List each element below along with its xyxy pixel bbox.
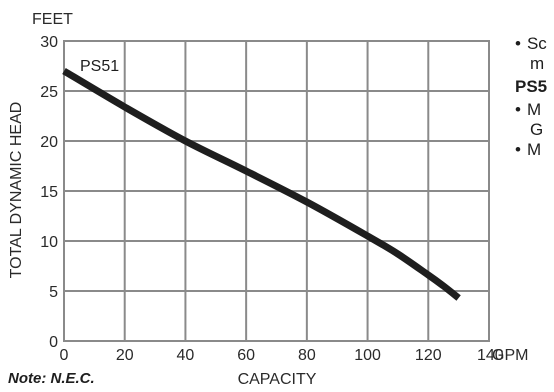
y-tick-label: 0 [49,334,58,351]
x-tick-label: 120 [415,347,442,364]
side-bullet-3: • M [515,140,541,160]
x-axis-unit: GPM [492,347,528,364]
y-tick-label: 25 [40,84,58,101]
x-tick-label: 0 [60,347,69,364]
y-tick-label: 10 [40,234,58,251]
side-text-5: G [530,120,544,139]
note-text: Note: N.E.C. [8,370,95,387]
y-axis-ticks: 0 5 10 15 20 25 30 [40,34,58,351]
x-tick-label: 140 [477,347,504,364]
side-bullet-2: • M [515,100,541,120]
bullet-glyph: • [515,140,521,159]
chart-grid [63,40,490,342]
y-axis-unit: FEET [32,11,73,28]
side-text-1: Sc [526,34,547,53]
side-text-6: M [526,140,542,159]
bullet-glyph: • [515,100,521,119]
x-axis-ticks: 0 20 40 60 80 100 120 140 [60,347,504,364]
side-heading: PS5 [515,77,548,96]
x-tick-label: 100 [354,347,381,364]
y-tick-label: 5 [49,284,58,301]
side-text-2: m [530,54,545,73]
x-tick-label: 40 [177,347,195,364]
y-tick-label: 20 [40,134,58,151]
side-bullet-1: • Sc [515,34,547,54]
y-tick-label: 30 [40,34,58,51]
plot-frame [63,40,490,342]
x-tick-label: 80 [298,347,316,364]
ps51-curve [62,67,461,301]
side-text-4: M [526,100,542,119]
series-label-ps51: PS51 [80,58,119,75]
y-tick-label: 15 [40,184,58,201]
bullet-glyph: • [515,34,521,53]
x-tick-label: 60 [237,347,255,364]
x-tick-label: 20 [116,347,134,364]
y-axis-title: TOTAL DYNAMIC HEAD [8,102,25,279]
x-axis-title: CAPACITY [238,371,317,388]
